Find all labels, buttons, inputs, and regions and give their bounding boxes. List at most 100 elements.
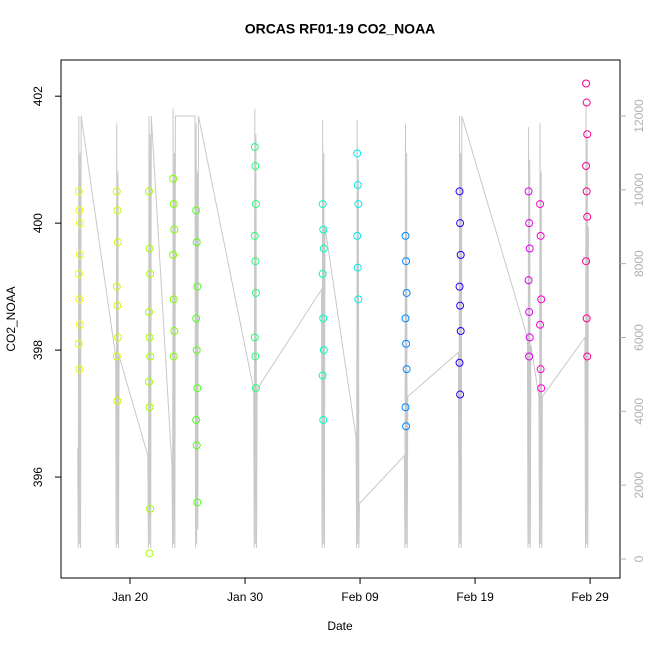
point: [146, 269, 155, 278]
y-tick-label: 402: [31, 86, 45, 106]
point: [455, 187, 464, 196]
point: [525, 308, 534, 317]
x-tick-label: Jan 30: [227, 590, 263, 604]
point: [536, 320, 545, 329]
point: [402, 257, 411, 266]
point: [146, 504, 155, 513]
y2-tick-label: 6000: [632, 324, 646, 351]
point: [192, 206, 201, 215]
y2-tick-label: 0: [632, 555, 646, 562]
point: [319, 225, 328, 234]
x-tick-label: Feb 29: [571, 590, 609, 604]
y-axis-label: CO2_NOAA: [4, 286, 18, 351]
point: [583, 212, 592, 221]
point: [319, 415, 328, 424]
y2-tick-label: 12000: [632, 99, 646, 133]
point: [169, 352, 178, 361]
point: [319, 244, 328, 253]
point: [192, 314, 201, 323]
point: [537, 384, 546, 393]
point: [251, 257, 260, 266]
x-tick-label: Jan 20: [112, 590, 148, 604]
point: [536, 365, 545, 374]
point: [319, 314, 328, 323]
point: [145, 333, 154, 342]
point: [113, 333, 122, 342]
y-tick-label: 398: [31, 340, 45, 360]
point: [354, 295, 363, 304]
point: [145, 244, 154, 253]
point: [75, 250, 84, 259]
point: [113, 396, 122, 405]
point: [193, 498, 202, 507]
point: [113, 206, 122, 215]
point: [75, 320, 84, 329]
point: [318, 371, 327, 380]
point: [354, 200, 363, 209]
point: [318, 200, 327, 209]
point: [525, 244, 534, 253]
y2-tick-label: 2000: [632, 471, 646, 498]
point: [112, 352, 121, 361]
point: [401, 231, 410, 240]
point: [582, 98, 591, 107]
point: [455, 282, 464, 291]
point: [250, 142, 259, 151]
point: [456, 390, 465, 399]
point: [192, 346, 201, 355]
point: [537, 295, 546, 304]
point: [525, 352, 534, 361]
point: [169, 174, 178, 183]
point: [193, 384, 202, 393]
point: [582, 79, 591, 88]
y2-tick-label: 8000: [632, 250, 646, 277]
point: [402, 339, 411, 348]
point: [402, 365, 411, 374]
point: [402, 288, 411, 297]
x-tick-label: Feb 09: [341, 590, 379, 604]
point: [250, 333, 259, 342]
point: [524, 187, 533, 196]
point: [524, 276, 533, 285]
point: [536, 231, 545, 240]
point: [582, 162, 591, 171]
point: [353, 263, 362, 272]
altitude-line: [77, 104, 589, 548]
point: [582, 257, 591, 266]
point: [75, 295, 84, 304]
y2-tick-label: 4000: [632, 398, 646, 425]
x-axis-label: Date: [327, 619, 353, 633]
point: [583, 130, 592, 139]
point: [525, 333, 534, 342]
plot-frame: [60, 59, 621, 579]
point: [456, 327, 465, 336]
point: [113, 301, 122, 310]
point: [170, 225, 179, 234]
point: [353, 149, 362, 158]
point: [169, 295, 178, 304]
point: [169, 250, 178, 259]
point: [401, 403, 410, 412]
point: [250, 231, 259, 240]
point: [146, 352, 155, 361]
point: [583, 352, 592, 361]
point: [582, 187, 591, 196]
point: [145, 403, 154, 412]
y2-tick-label: 10000: [632, 173, 646, 207]
point: [319, 346, 328, 355]
point: [251, 162, 260, 171]
point: [251, 352, 260, 361]
point: [582, 314, 591, 323]
point: [112, 187, 121, 196]
point: [74, 187, 83, 196]
point: [113, 238, 122, 247]
point: [456, 301, 465, 310]
point: [401, 314, 410, 323]
point: [75, 365, 84, 374]
point: [456, 250, 465, 259]
point: [536, 200, 545, 209]
point: [192, 238, 201, 247]
point: [74, 339, 83, 348]
point: [74, 269, 83, 278]
